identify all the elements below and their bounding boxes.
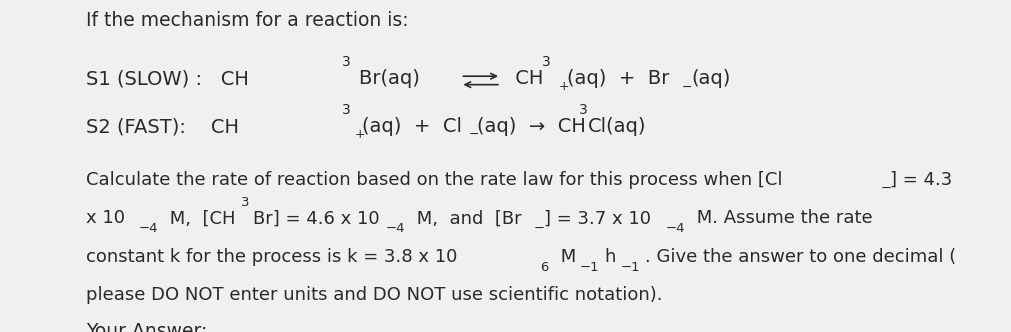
Text: +: +: [558, 80, 568, 93]
Text: −1: −1: [620, 261, 639, 274]
Text: h: h: [604, 248, 615, 266]
Text: 3: 3: [578, 103, 587, 117]
Text: (aq)  +  Br: (aq) + Br: [566, 69, 668, 88]
Text: −1: −1: [579, 261, 599, 274]
Text: Calculate the rate of reaction based on the rate law for this process when [Cl: Calculate the rate of reaction based on …: [86, 171, 782, 189]
Text: M. Assume the rate: M. Assume the rate: [691, 209, 871, 227]
Text: Br] = 4.6 x 10: Br] = 4.6 x 10: [253, 209, 379, 227]
Text: M,  and  [Br: M, and [Br: [410, 209, 521, 227]
Text: ] = 3.7 x 10: ] = 3.7 x 10: [544, 209, 651, 227]
Text: . Give the answer to one decimal (: . Give the answer to one decimal (: [644, 248, 955, 266]
Text: −: −: [880, 182, 891, 195]
Text: M,  [CH: M, [CH: [164, 209, 236, 227]
Text: −4: −4: [665, 222, 684, 235]
Text: (aq)  +  Cl: (aq) + Cl: [362, 117, 462, 136]
Text: S1 (SLOW) :   CH: S1 (SLOW) : CH: [86, 69, 249, 88]
Text: x 10: x 10: [86, 209, 125, 227]
Text: constant k for the process is k = 3.8 x 10: constant k for the process is k = 3.8 x …: [86, 248, 457, 266]
Text: −: −: [533, 222, 544, 235]
Text: (aq): (aq): [691, 69, 730, 88]
Text: −4: −4: [139, 222, 158, 235]
Text: please DO NOT enter units and DO NOT use scientific notation).: please DO NOT enter units and DO NOT use…: [86, 287, 662, 304]
Text: CH: CH: [509, 69, 543, 88]
Text: 3: 3: [342, 55, 351, 69]
Text: −: −: [681, 80, 692, 93]
Text: ] = 4.3: ] = 4.3: [889, 171, 951, 189]
Text: 6: 6: [540, 261, 548, 274]
Text: If the mechanism for a reaction is:: If the mechanism for a reaction is:: [86, 11, 408, 30]
Text: 3: 3: [342, 103, 351, 117]
Text: Your Answer:: Your Answer:: [86, 322, 207, 332]
Text: S2 (FAST):    CH: S2 (FAST): CH: [86, 117, 239, 136]
Text: 3: 3: [542, 55, 551, 69]
Text: M: M: [554, 248, 575, 266]
Text: Cl(aq): Cl(aq): [587, 117, 646, 136]
Text: −4: −4: [385, 222, 404, 235]
Text: Br(aq): Br(aq): [359, 69, 426, 88]
Text: −: −: [468, 128, 478, 141]
Text: +: +: [354, 128, 364, 141]
Text: 3: 3: [241, 197, 249, 209]
Text: (aq)  →  CH: (aq) → CH: [476, 117, 585, 136]
